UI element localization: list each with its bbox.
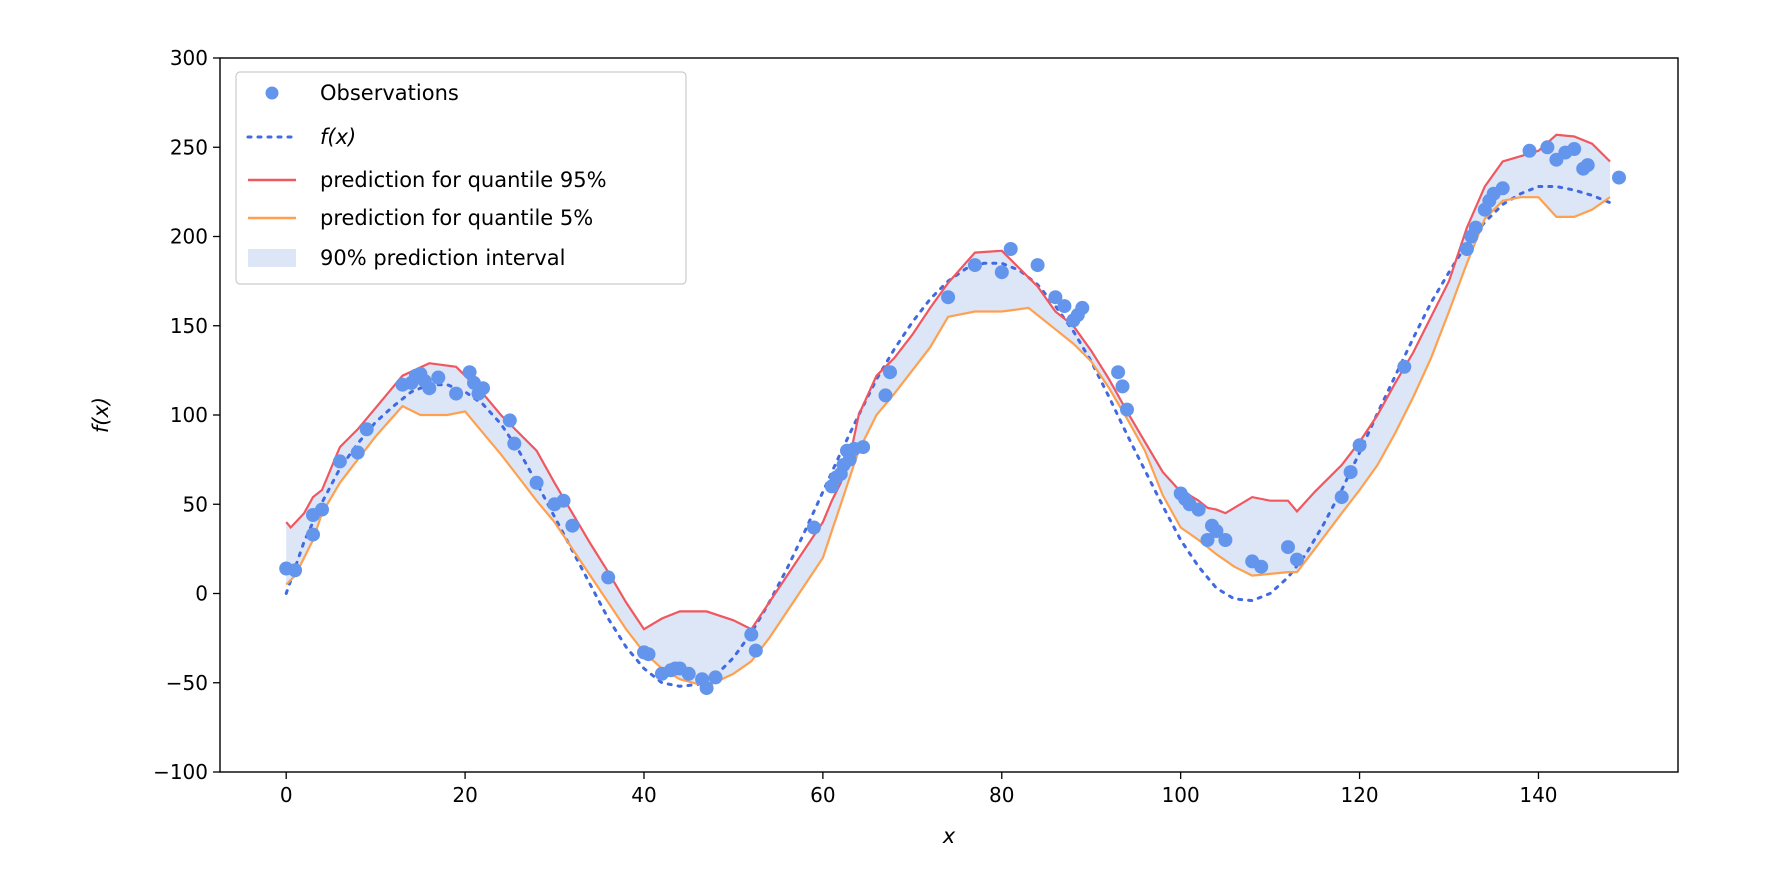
prediction-interval-band — [286, 134, 1611, 687]
observation-point — [1459, 242, 1474, 256]
observation-point — [1281, 540, 1295, 555]
observation-point — [1468, 220, 1483, 235]
observation-point — [529, 475, 544, 490]
legend-label: f(x) — [320, 125, 356, 149]
observation-point — [306, 527, 320, 542]
legend-patch-interval — [248, 249, 296, 267]
observation-point — [1397, 359, 1412, 374]
observation-point — [1567, 142, 1582, 156]
observation-point — [288, 563, 303, 578]
observation-point — [1343, 465, 1358, 480]
observation-point — [1495, 181, 1510, 196]
y-tick-label: 250 — [170, 135, 208, 159]
x-tick-label: 120 — [1340, 783, 1378, 807]
observation-point — [601, 570, 616, 585]
x-tick-label: 140 — [1519, 783, 1557, 807]
observation-point — [641, 647, 656, 662]
observation-point — [708, 670, 723, 685]
observation-point — [941, 290, 956, 305]
y-tick-label: −50 — [166, 671, 208, 695]
observation-point — [883, 365, 897, 380]
quantile-95-line — [285, 133, 1611, 631]
quantile-5-line — [285, 196, 1611, 688]
x-tick-label: 80 — [989, 783, 1014, 807]
axis-ticks: 0 20 40 60 80 100 120 140 −100 −50 0 50 100 150 200 250… — [153, 46, 1557, 807]
observation-point — [1120, 402, 1134, 417]
observation-point — [332, 454, 347, 469]
y-tick-label: 0 — [195, 582, 208, 606]
observation-point — [1612, 170, 1626, 185]
x-tick-label: 20 — [452, 783, 477, 807]
observation-point — [1111, 365, 1126, 380]
observation-point — [1290, 552, 1304, 567]
observation-point — [1075, 300, 1090, 315]
observation-point — [449, 386, 464, 401]
y-axis-label: f(x) — [89, 397, 113, 433]
observation-point — [315, 502, 329, 517]
observation-point — [507, 436, 522, 451]
x-axis-label: x — [942, 824, 956, 848]
observation-point — [699, 681, 714, 696]
observation-point — [556, 493, 571, 508]
observation-point — [744, 627, 759, 642]
observation-point — [1254, 559, 1269, 574]
observation-point — [502, 413, 517, 428]
observation-point — [748, 643, 763, 658]
observation-point — [1048, 290, 1063, 305]
observation-point — [1522, 143, 1537, 158]
x-tick-label: 40 — [631, 783, 656, 807]
observation-point — [1030, 258, 1045, 273]
observation-point — [1003, 242, 1018, 256]
observation-point — [359, 422, 374, 437]
observation-point — [1218, 533, 1233, 547]
observation-point — [842, 452, 857, 467]
observation-point — [681, 666, 696, 681]
observation-point — [1200, 533, 1215, 547]
x-tick-label: 60 — [810, 783, 835, 807]
legend-label: 90% prediction interval — [320, 246, 565, 270]
x-tick-label: 0 — [280, 783, 293, 807]
observation-point — [1352, 438, 1367, 453]
observation-point — [422, 381, 437, 396]
observation-point — [1115, 379, 1130, 394]
y-tick-label: 300 — [170, 46, 208, 70]
plot-area — [279, 133, 1626, 696]
y-tick-label: 150 — [170, 314, 208, 338]
observation-point — [462, 365, 477, 380]
legend-label: Observations — [320, 81, 459, 105]
observation-point — [856, 440, 871, 455]
observation-point — [967, 258, 982, 273]
y-tick-label: 50 — [183, 492, 208, 516]
y-tick-label: 100 — [170, 403, 208, 427]
y-tick-label: −100 — [153, 760, 208, 784]
legend-label: prediction for quantile 5% — [320, 206, 593, 230]
observation-point — [1191, 502, 1206, 517]
observation-point — [476, 381, 490, 396]
legend: Observations f(x) prediction for quantile … — [235, 71, 687, 285]
observation-point — [350, 445, 365, 460]
fx-line — [284, 185, 1612, 688]
observation-point — [1540, 140, 1555, 155]
legend-box — [235, 71, 687, 285]
observation-point — [1334, 490, 1349, 505]
observation-point — [1580, 158, 1595, 173]
legend-marker-observations — [265, 86, 279, 100]
y-tick-label: 200 — [170, 225, 208, 249]
observation-point — [431, 370, 446, 385]
legend-label: prediction for quantile 95% — [320, 168, 607, 192]
observation-point — [994, 265, 1009, 280]
observation-point — [1209, 524, 1224, 538]
observation-point — [565, 518, 580, 533]
x-tick-label: 100 — [1162, 783, 1200, 807]
observation-point — [806, 520, 821, 535]
observation-point — [1057, 299, 1072, 314]
observation-point — [878, 388, 893, 403]
